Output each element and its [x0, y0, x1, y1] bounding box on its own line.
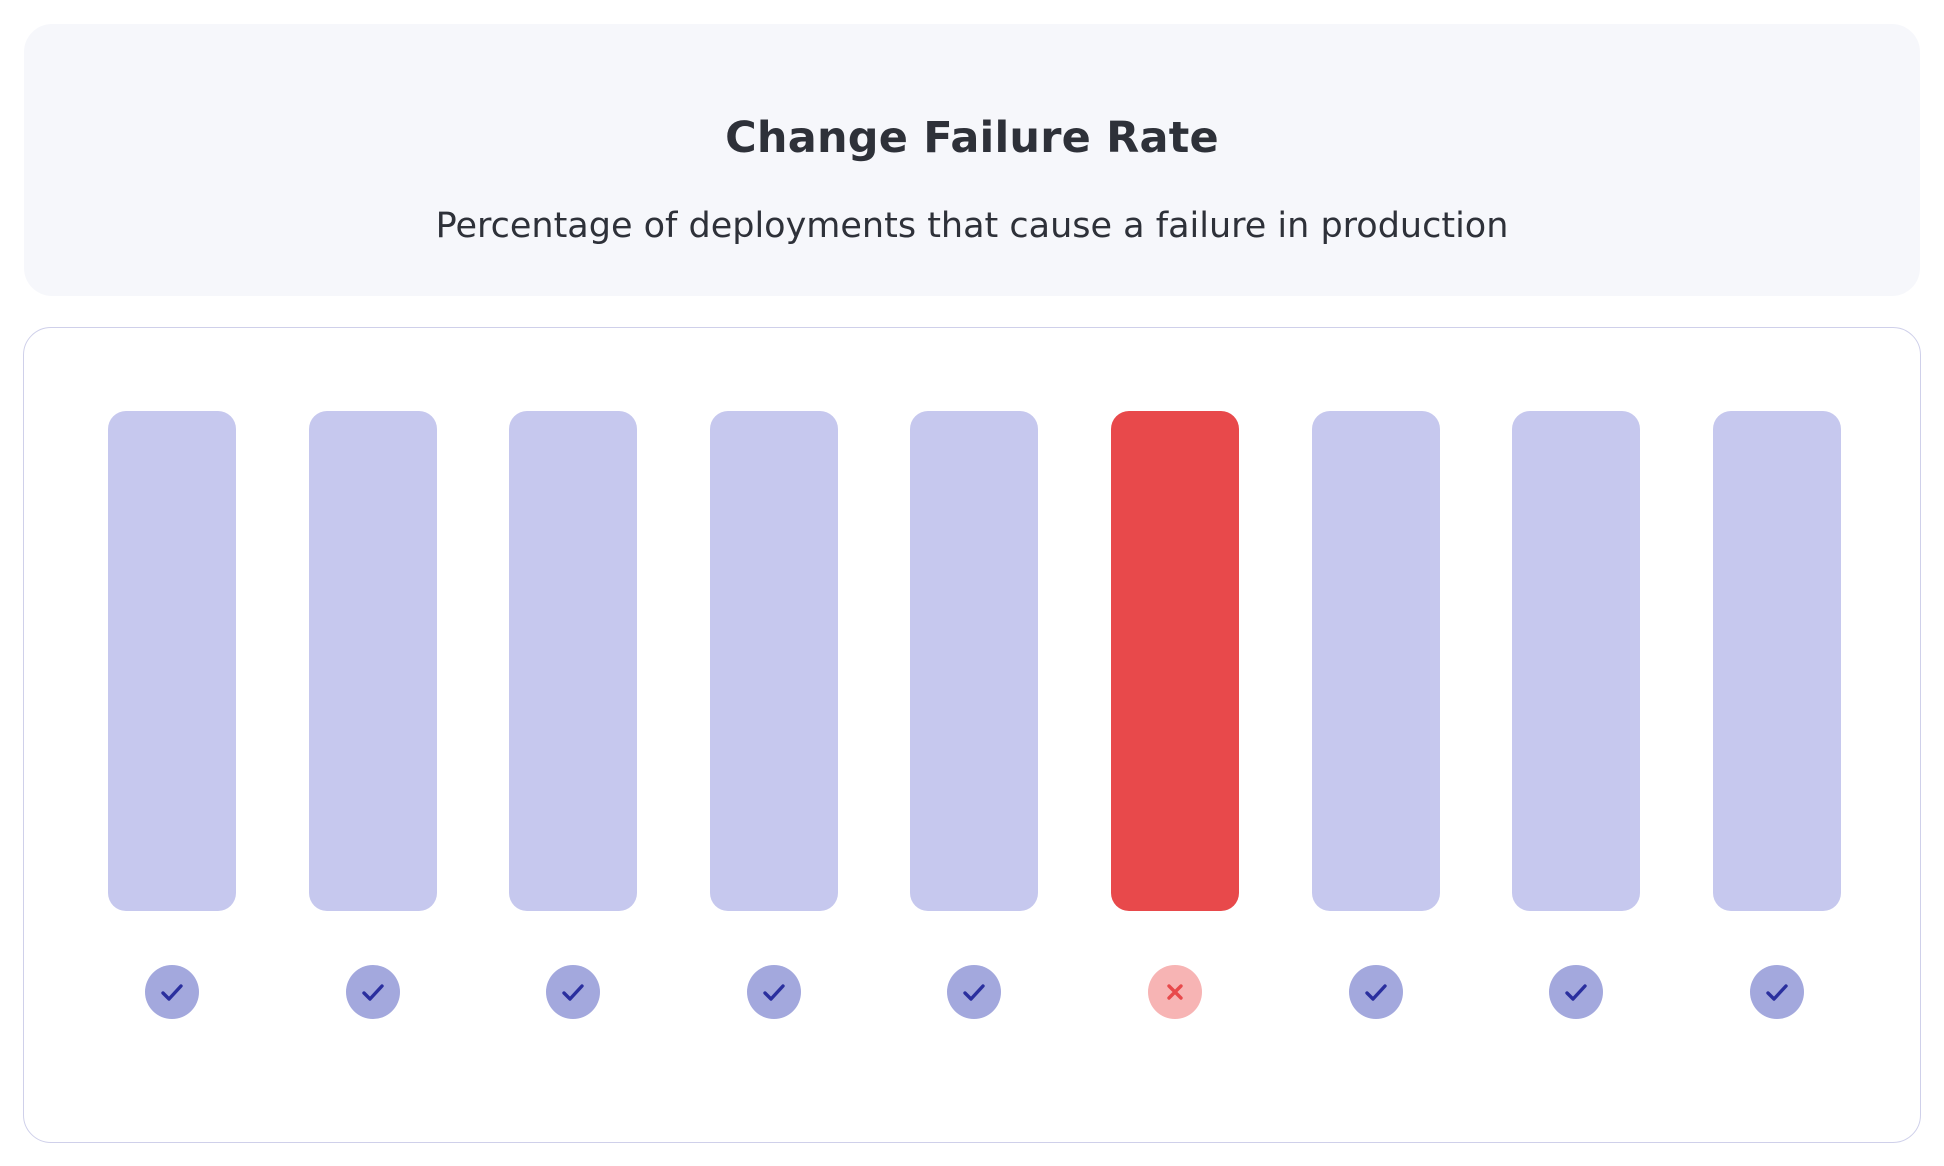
deployment-success-badge [947, 965, 1001, 1019]
cross-icon [1167, 984, 1183, 1000]
deployment-success-badge [1549, 965, 1603, 1019]
deployment-failure-badge [1148, 965, 1202, 1019]
check-icon [1766, 984, 1788, 1001]
check-icon [763, 984, 785, 1001]
deployment-success-badge [747, 965, 801, 1019]
deployment-success-badge [546, 965, 600, 1019]
page-title: Change Failure Rate [725, 113, 1219, 163]
deployment-bar [309, 411, 437, 911]
deployment-bar [1111, 411, 1239, 911]
deployment-success-badge [145, 965, 199, 1019]
deployment-bar [1312, 411, 1440, 911]
check-icon [963, 984, 985, 1001]
deployment-bar [108, 411, 236, 911]
check-icon [1365, 984, 1387, 1001]
check-icon [362, 984, 384, 1001]
deployment-success-badge [1750, 965, 1804, 1019]
deployment-success-badge [346, 965, 400, 1019]
deployment-bar [1713, 411, 1841, 911]
deployment-bar [1512, 411, 1640, 911]
deployment-bar [509, 411, 637, 911]
page-subtitle: Percentage of deployments that cause a f… [435, 206, 1509, 246]
deployment-bar [710, 411, 838, 911]
deployment-success-badge [1349, 965, 1403, 1019]
check-icon [562, 984, 584, 1001]
check-icon [1565, 984, 1587, 1001]
check-icon [161, 984, 183, 1001]
deployment-bar [910, 411, 1038, 911]
header-card: Change Failure Rate Percentage of deploy… [24, 24, 1920, 296]
